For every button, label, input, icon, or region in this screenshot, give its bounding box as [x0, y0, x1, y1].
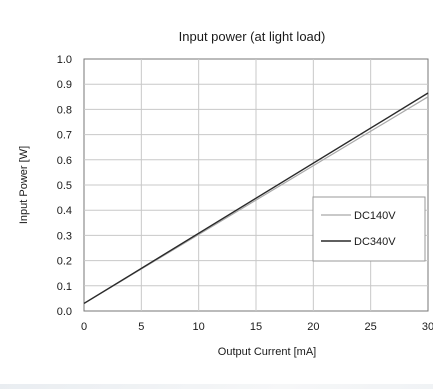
- y-tick-label: 0.8: [57, 104, 72, 116]
- x-tick-label: 30: [422, 321, 433, 333]
- x-tick-label: 0: [81, 321, 87, 333]
- y-tick-label: 0.3: [57, 230, 72, 242]
- x-tick-label: 5: [138, 321, 144, 333]
- grid-lines: [84, 59, 428, 311]
- y-tick-label: 0.0: [57, 306, 72, 318]
- y-axis-label: Input Power [W]: [18, 146, 30, 224]
- y-tick-label: 1.0: [57, 54, 72, 66]
- y-tick-label: 0.1: [57, 281, 72, 293]
- y-tick-label: 0.9: [57, 79, 72, 91]
- legend: DC140V DC340V: [312, 196, 426, 262]
- y-axis-ticks: 0.0 0.1 0.2 0.3 0.4 0.5 0.6 0.7 0.8 0.9 1.0: [57, 54, 72, 318]
- y-tick-label: 0.2: [57, 256, 72, 268]
- x-tick-label: 25: [365, 321, 377, 333]
- x-tick-label: 15: [250, 321, 262, 333]
- y-tick-label: 0.4: [57, 205, 72, 217]
- x-axis-ticks: 0 5 10 15 20 25 30: [81, 321, 433, 333]
- x-tick-label: 20: [307, 321, 319, 333]
- chart-title: Input power (at light load): [179, 29, 326, 44]
- y-tick-label: 0.6: [57, 155, 72, 167]
- legend-label-dc340v: DC340V: [354, 236, 396, 248]
- series-lines: [83, 92, 429, 305]
- legend-box: [312, 196, 426, 262]
- x-tick-label: 10: [193, 321, 205, 333]
- y-tick-label: 0.5: [57, 180, 72, 192]
- series-line-dc340v: [83, 92, 429, 305]
- legend-label-dc140v: DC140V: [354, 210, 396, 222]
- y-tick-label: 0.7: [57, 130, 72, 142]
- x-axis-label: Output Current [mA]: [218, 346, 316, 358]
